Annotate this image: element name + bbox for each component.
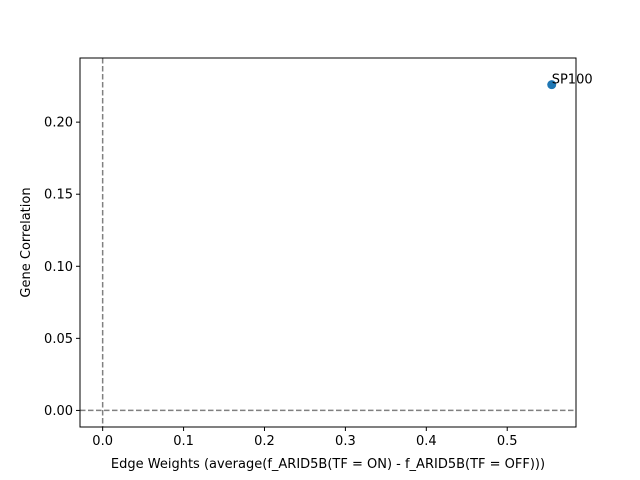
x-tick-label: 0.5	[497, 434, 518, 449]
x-tick-label: 0.1	[173, 434, 194, 449]
x-axis-ticks: 0.0 0.1 0.2 0.3 0.4 0.5	[92, 427, 518, 449]
x-axis-label: Edge Weights (average(f_ARID5B(TF = ON) …	[111, 457, 545, 472]
x-tick-label: 0.0	[92, 434, 113, 449]
reference-lines	[80, 58, 576, 427]
x-tick-label: 0.2	[254, 434, 275, 449]
data-point-label: SP100	[552, 73, 593, 88]
data-points: SP100	[547, 73, 593, 90]
y-tick-label: 0.20	[44, 116, 73, 131]
x-tick-label: 0.3	[335, 434, 356, 449]
y-axis-ticks: 0.00 0.05 0.10 0.15 0.20	[44, 116, 80, 419]
y-tick-label: 0.00	[44, 404, 73, 419]
y-tick-label: 0.15	[44, 188, 73, 203]
data-point	[547, 80, 557, 90]
y-axis-label: Gene Correlation	[19, 187, 34, 297]
x-tick-label: 0.4	[416, 434, 437, 449]
y-tick-label: 0.10	[44, 260, 73, 275]
plot-frame	[79, 57, 577, 428]
y-tick-label: 0.05	[44, 332, 73, 347]
